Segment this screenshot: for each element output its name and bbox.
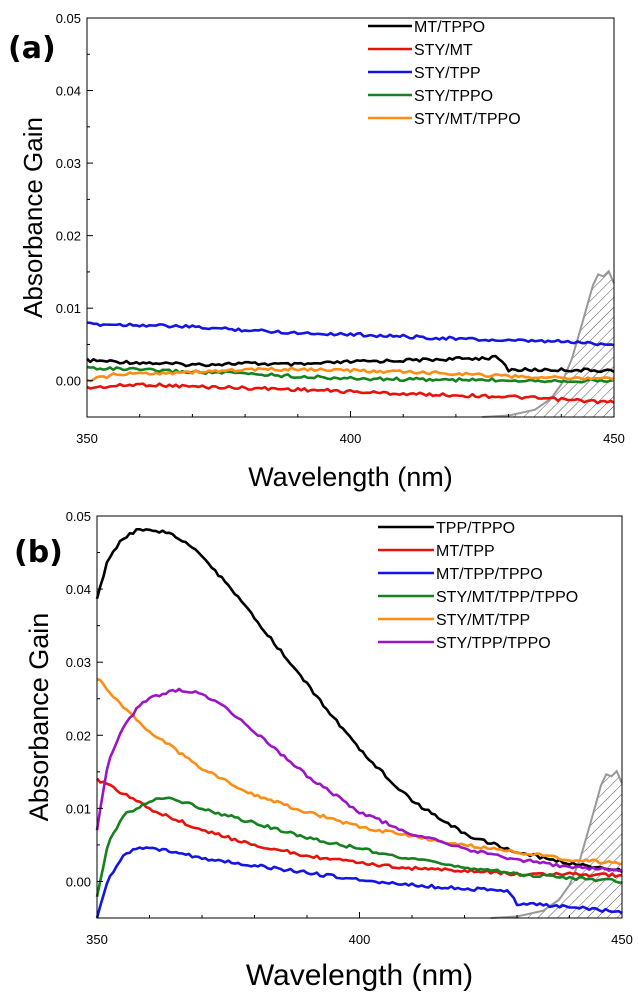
panel-label: (b) <box>14 535 63 570</box>
legend-label: STY/MT/TPP <box>436 612 530 629</box>
legend-label: TPP/TPPO <box>436 520 515 537</box>
y-axis-ticks: 0.00 0.01 0.02 0.03 0.04 0.05 <box>56 11 93 418</box>
x-axis-ticks: 350 400 450 <box>76 411 625 446</box>
y-tick-label: 0.05 <box>66 509 91 524</box>
hatched-band <box>490 771 622 918</box>
y-tick-label: 0.02 <box>56 229 81 244</box>
series-line <box>86 321 615 347</box>
legend-label: STY/TPPO <box>414 88 493 105</box>
y-tick-label: 0.02 <box>66 728 91 743</box>
x-tick-label: 450 <box>603 431 625 446</box>
series-line <box>86 354 615 374</box>
series-line <box>96 777 623 879</box>
series-line <box>86 365 615 384</box>
x-tick-label: 450 <box>611 932 633 947</box>
legend-item: STY/TPP/TPPO <box>378 635 551 652</box>
legend: MT/TPPO STY/MT STY/TPP STY/TPPO STY/MT/TPPO <box>368 19 521 128</box>
legend-label: STY/MT/TPP/TPPO <box>436 589 578 606</box>
legend-item: STY/MT/TPP <box>378 612 530 629</box>
legend-label: MT/TPP <box>436 543 495 560</box>
legend-item: STY/TPPO <box>368 88 493 105</box>
x-axis-ticks: 350 400 450 <box>86 912 633 947</box>
legend-label: STY/MT/TPPO <box>414 111 521 128</box>
panel-a: 350 400 450 0.00 0.01 0.02 0.03 0.04 0.05 MT/TP… <box>8 11 625 492</box>
legend: TPP/TPPO MT/TPP MT/TPP/TPPO STY/MT/TPP/TPPO… <box>378 520 578 652</box>
series-line <box>95 687 623 873</box>
legend-item: STY/TPP <box>368 65 481 82</box>
plot-area <box>95 527 623 919</box>
y-tick-label: 0.04 <box>56 84 81 99</box>
series-line <box>86 366 615 383</box>
y-tick-label: 0.03 <box>66 655 91 670</box>
legend-item: STY/MT/TPP/TPPO <box>378 589 578 606</box>
legend-label: STY/MT <box>414 42 473 59</box>
x-axis-title: Wavelength (nm) <box>246 959 473 992</box>
y-axis-ticks: 0.00 0.01 0.02 0.03 0.04 0.05 <box>66 509 103 919</box>
x-tick-label: 350 <box>86 932 108 947</box>
legend-item: MT/TPP <box>378 543 495 560</box>
legend-label: MT/TPPO <box>414 19 485 36</box>
legend-item: TPP/TPPO <box>378 520 515 537</box>
y-tick-label: 0.01 <box>66 801 91 816</box>
y-tick-label: 0.05 <box>56 11 81 26</box>
x-tick-label: 400 <box>349 932 371 947</box>
y-tick-label: 0.03 <box>56 156 81 171</box>
legend-item: STY/MT <box>368 42 473 59</box>
legend-item: MT/TPPO <box>368 19 485 36</box>
x-tick-label: 400 <box>340 431 362 446</box>
x-tick-label: 350 <box>76 431 98 446</box>
hatched-band-outline <box>490 769 623 919</box>
legend-item: MT/TPP/TPPO <box>378 566 543 583</box>
y-tick-label: 0.01 <box>56 301 81 316</box>
legend-label: STY/TPP <box>414 65 481 82</box>
plot-frame <box>86 17 615 418</box>
y-axis-title: Absorbance Gain <box>18 117 48 318</box>
y-tick-label: 0.04 <box>66 582 91 597</box>
panel-b: 350 400 450 0.00 0.01 0.02 0.03 0.04 0.05 TPP/T… <box>14 509 633 992</box>
x-axis-title: Wavelength (nm) <box>248 462 453 492</box>
y-axis-title: Absorbance Gain <box>24 613 54 822</box>
y-tick-label: 0.00 <box>56 374 81 389</box>
series-line <box>95 796 623 898</box>
panel-label: (a) <box>8 31 56 66</box>
hatched-band <box>482 271 614 417</box>
series-line <box>95 846 623 919</box>
legend-label: STY/TPP/TPPO <box>436 635 551 652</box>
legend-label: MT/TPP/TPPO <box>436 566 543 583</box>
series-line <box>96 677 623 866</box>
series-line <box>86 382 615 405</box>
plot-area <box>86 269 615 418</box>
legend-item: STY/MT/TPPO <box>368 111 521 128</box>
y-tick-label: 0.00 <box>66 874 91 889</box>
